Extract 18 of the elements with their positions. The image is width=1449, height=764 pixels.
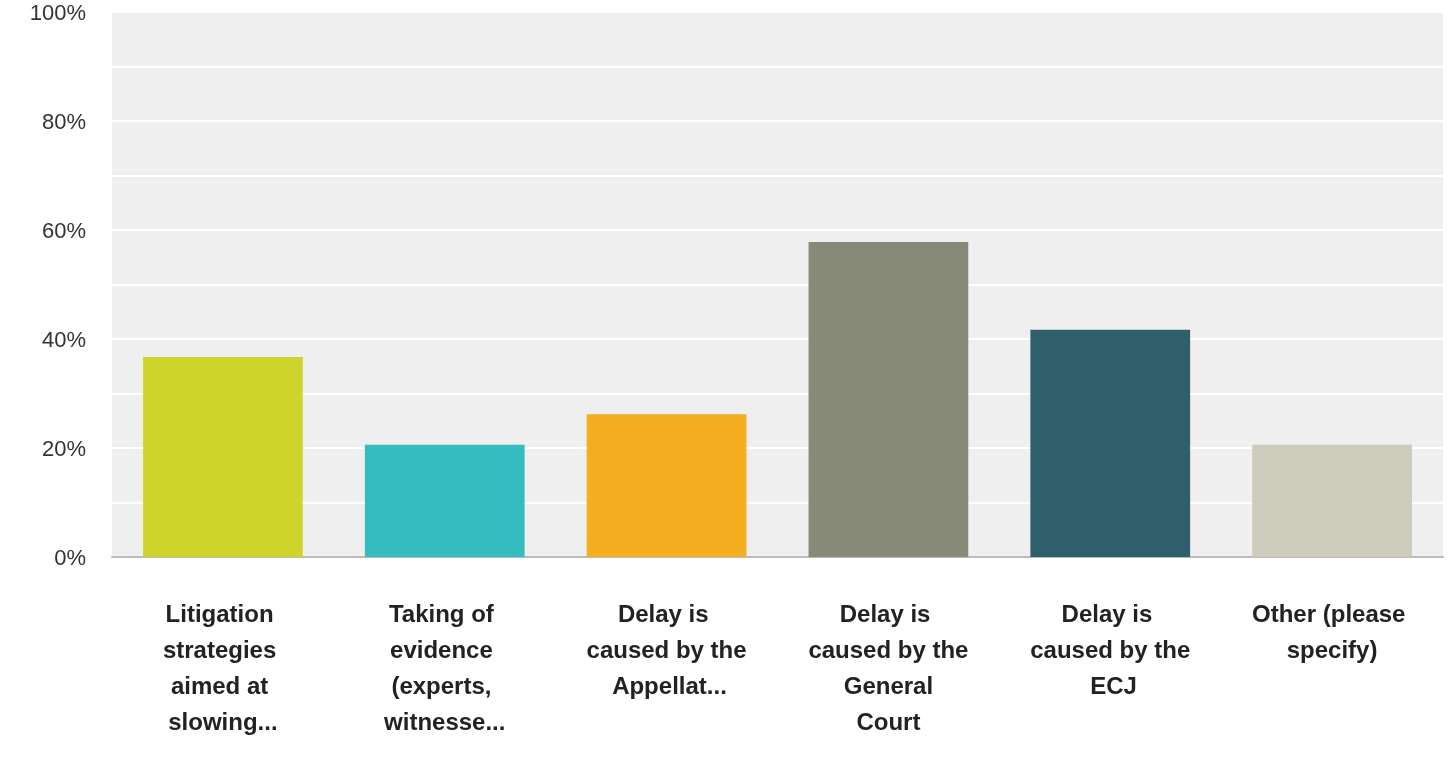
bar (1030, 329, 1191, 557)
bar (364, 444, 525, 557)
bar (1252, 444, 1412, 557)
x-tick-label: Taking of evidence (experts, witnesse... (383, 599, 506, 735)
y-tick-label: 0% (54, 544, 86, 570)
x-tick-label: Other (please specify) (1252, 599, 1413, 663)
y-tick-label: 40% (41, 326, 86, 352)
bar (808, 241, 969, 557)
x-tick-label: Delay is caused by the General Court (808, 599, 969, 735)
y-tick-label: 100% (29, 0, 86, 25)
x-tick-label: Delay is caused by the ECJ (1030, 599, 1191, 699)
x-tick-label: Delay is caused by the Appellat... (586, 599, 747, 699)
y-tick-label: 60% (41, 217, 86, 243)
bar (586, 414, 747, 557)
x-tick-label: Litigation strategies aimed at slowing... (162, 599, 283, 735)
y-tick-label: 80% (41, 108, 86, 134)
y-tick-label: 20% (41, 435, 86, 461)
bar (143, 356, 303, 557)
